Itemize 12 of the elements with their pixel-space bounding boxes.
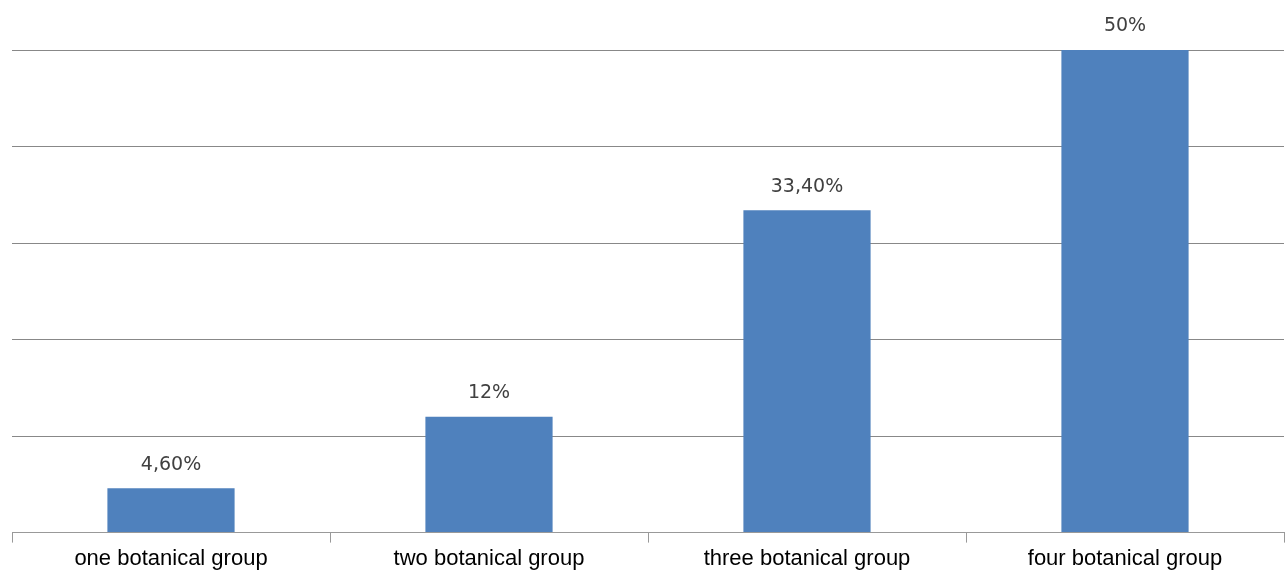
bar	[743, 210, 871, 533]
bar	[107, 488, 235, 533]
data-label: 4,60%	[140, 451, 202, 474]
bar	[1061, 50, 1189, 533]
data-label: 50%	[1103, 13, 1147, 36]
x-tick-label: four botanical group	[1027, 544, 1223, 570]
data-label: 12%	[467, 380, 511, 403]
x-tick-label: two botanical group	[393, 544, 585, 570]
x-tick-label: three botanical group	[703, 544, 911, 570]
x-tick-label: one botanical group	[74, 544, 268, 570]
data-label: 33,40%	[770, 173, 844, 196]
bar	[425, 416, 553, 533]
